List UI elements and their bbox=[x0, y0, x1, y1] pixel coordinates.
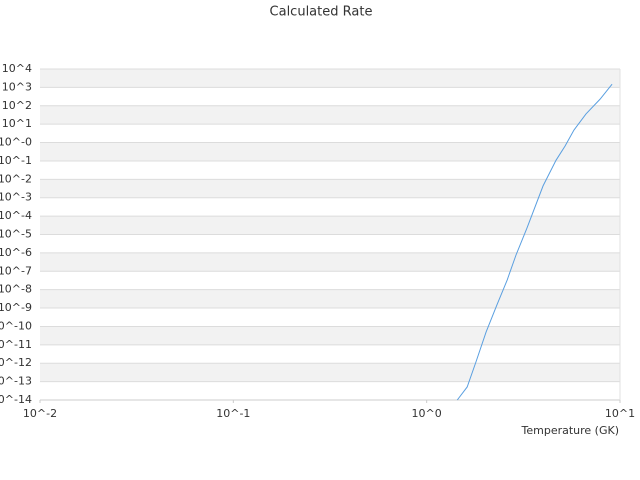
grid-band bbox=[40, 69, 620, 88]
y-tick-label: 10^-0 bbox=[0, 136, 32, 149]
y-tick-label: 10^-2 bbox=[0, 172, 32, 185]
y-tick-label: 10^-3 bbox=[0, 191, 32, 204]
y-tick-label: 10^-6 bbox=[0, 246, 32, 259]
x-tick-label: 10^0 bbox=[412, 407, 442, 420]
grid-band bbox=[40, 142, 620, 161]
grid-band bbox=[40, 289, 620, 309]
y-tick-label: 10^-8 bbox=[0, 283, 32, 296]
grid-band bbox=[40, 326, 620, 345]
x-tick-label: 10^-2 bbox=[23, 407, 57, 420]
y-tick-label: 10^3 bbox=[2, 80, 32, 93]
grid-band bbox=[40, 179, 620, 198]
x-tick-label: 10^-1 bbox=[216, 407, 250, 420]
grid-band bbox=[40, 216, 620, 235]
data-line bbox=[456, 83, 613, 401]
grid-band bbox=[40, 252, 620, 272]
y-tick-label: 10^-12 bbox=[0, 356, 32, 369]
y-tick-label: 10^-13 bbox=[0, 375, 32, 388]
y-tick-label: 10^-14 bbox=[0, 393, 32, 406]
y-tick-label: 10^2 bbox=[2, 99, 32, 112]
chart-title: Calculated Rate bbox=[270, 5, 373, 20]
y-tick-label: 10^-9 bbox=[0, 301, 32, 314]
y-tick-label: 10^1 bbox=[2, 117, 32, 130]
grid-band bbox=[40, 105, 620, 125]
y-tick-label: 10^-11 bbox=[0, 338, 32, 351]
grid-band bbox=[40, 363, 620, 382]
y-tick-label: 10^-10 bbox=[0, 319, 32, 332]
y-tick-label: 10^-1 bbox=[0, 154, 32, 167]
y-tick-label: 10^-4 bbox=[0, 209, 32, 222]
x-axis-label: Temperature (GK) bbox=[521, 424, 620, 437]
y-tick-label: 10^-5 bbox=[0, 228, 32, 241]
y-tick-label: 10^-7 bbox=[0, 264, 32, 277]
y-tick-label: 10^4 bbox=[2, 62, 32, 75]
x-tick-label: 10^1 bbox=[605, 407, 635, 420]
